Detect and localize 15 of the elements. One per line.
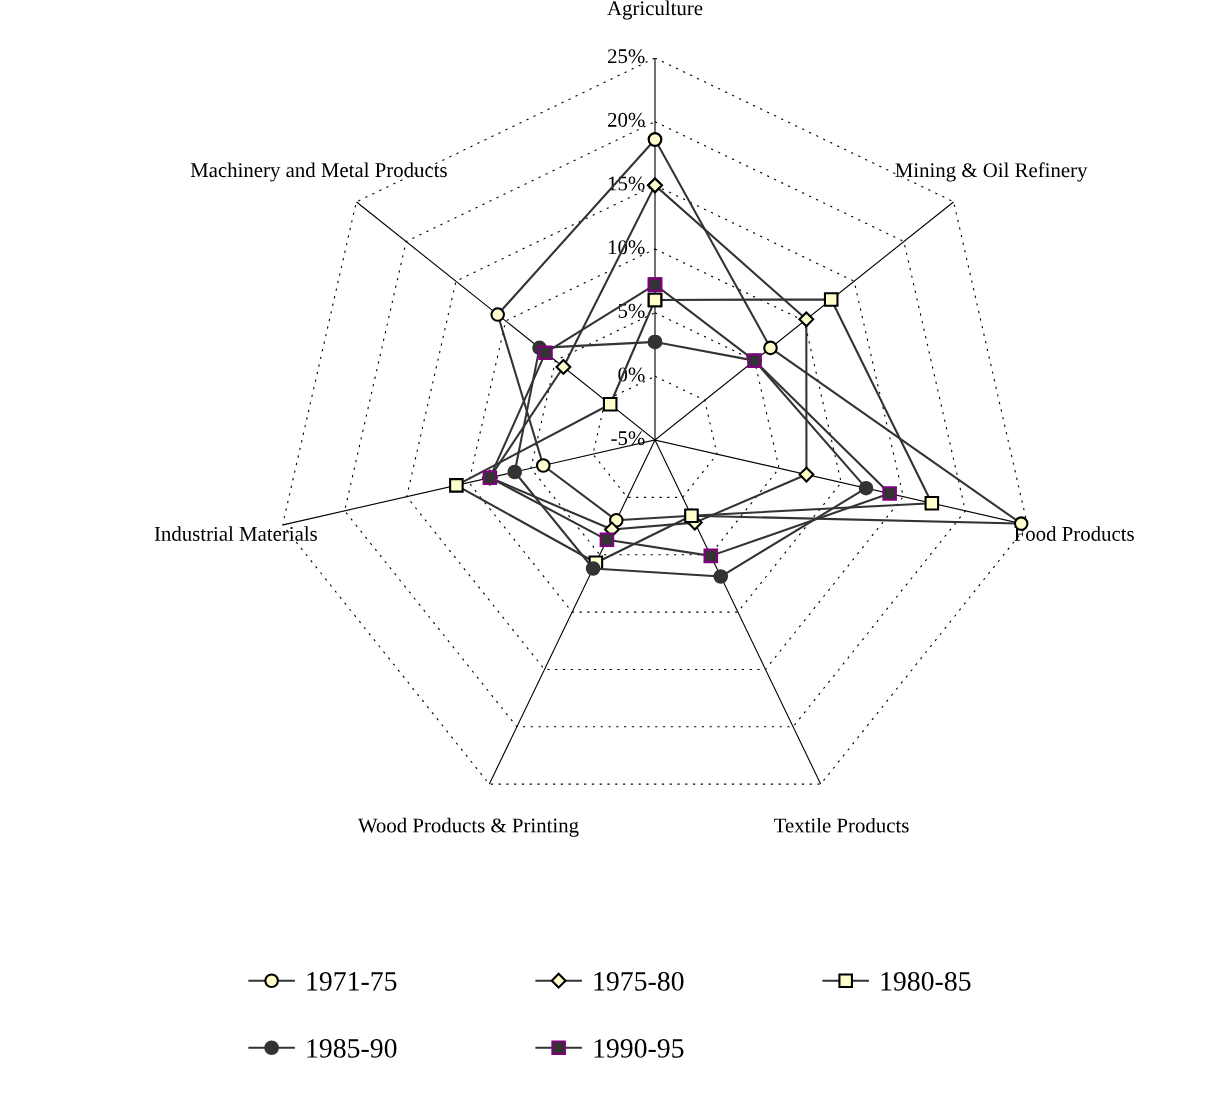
legend-label: 1975-80 xyxy=(594,971,684,991)
spoke-label: Agriculture xyxy=(607,0,703,20)
legend-label: 1985-90 xyxy=(307,1039,397,1058)
y-tick-label: 5% xyxy=(618,303,645,318)
y-tick-label: -5% xyxy=(611,431,645,446)
legend-label: 1971-75 xyxy=(307,972,397,991)
y-tick-label: 25% xyxy=(608,49,645,64)
spoke-label: Machinery and Metal Products xyxy=(190,162,447,182)
spoke-label: Industrial Materials xyxy=(154,526,317,541)
y-tick-label: 20% xyxy=(608,112,645,127)
spoke-label: Mining & Oil Refinery xyxy=(895,162,1088,182)
legend-label: 1990-95 xyxy=(594,1039,684,1058)
spoke-label: Textile Products xyxy=(774,817,909,833)
spoke-label: Wood Products & Printing xyxy=(357,817,579,837)
legend-label: 1980-85 xyxy=(881,971,971,991)
